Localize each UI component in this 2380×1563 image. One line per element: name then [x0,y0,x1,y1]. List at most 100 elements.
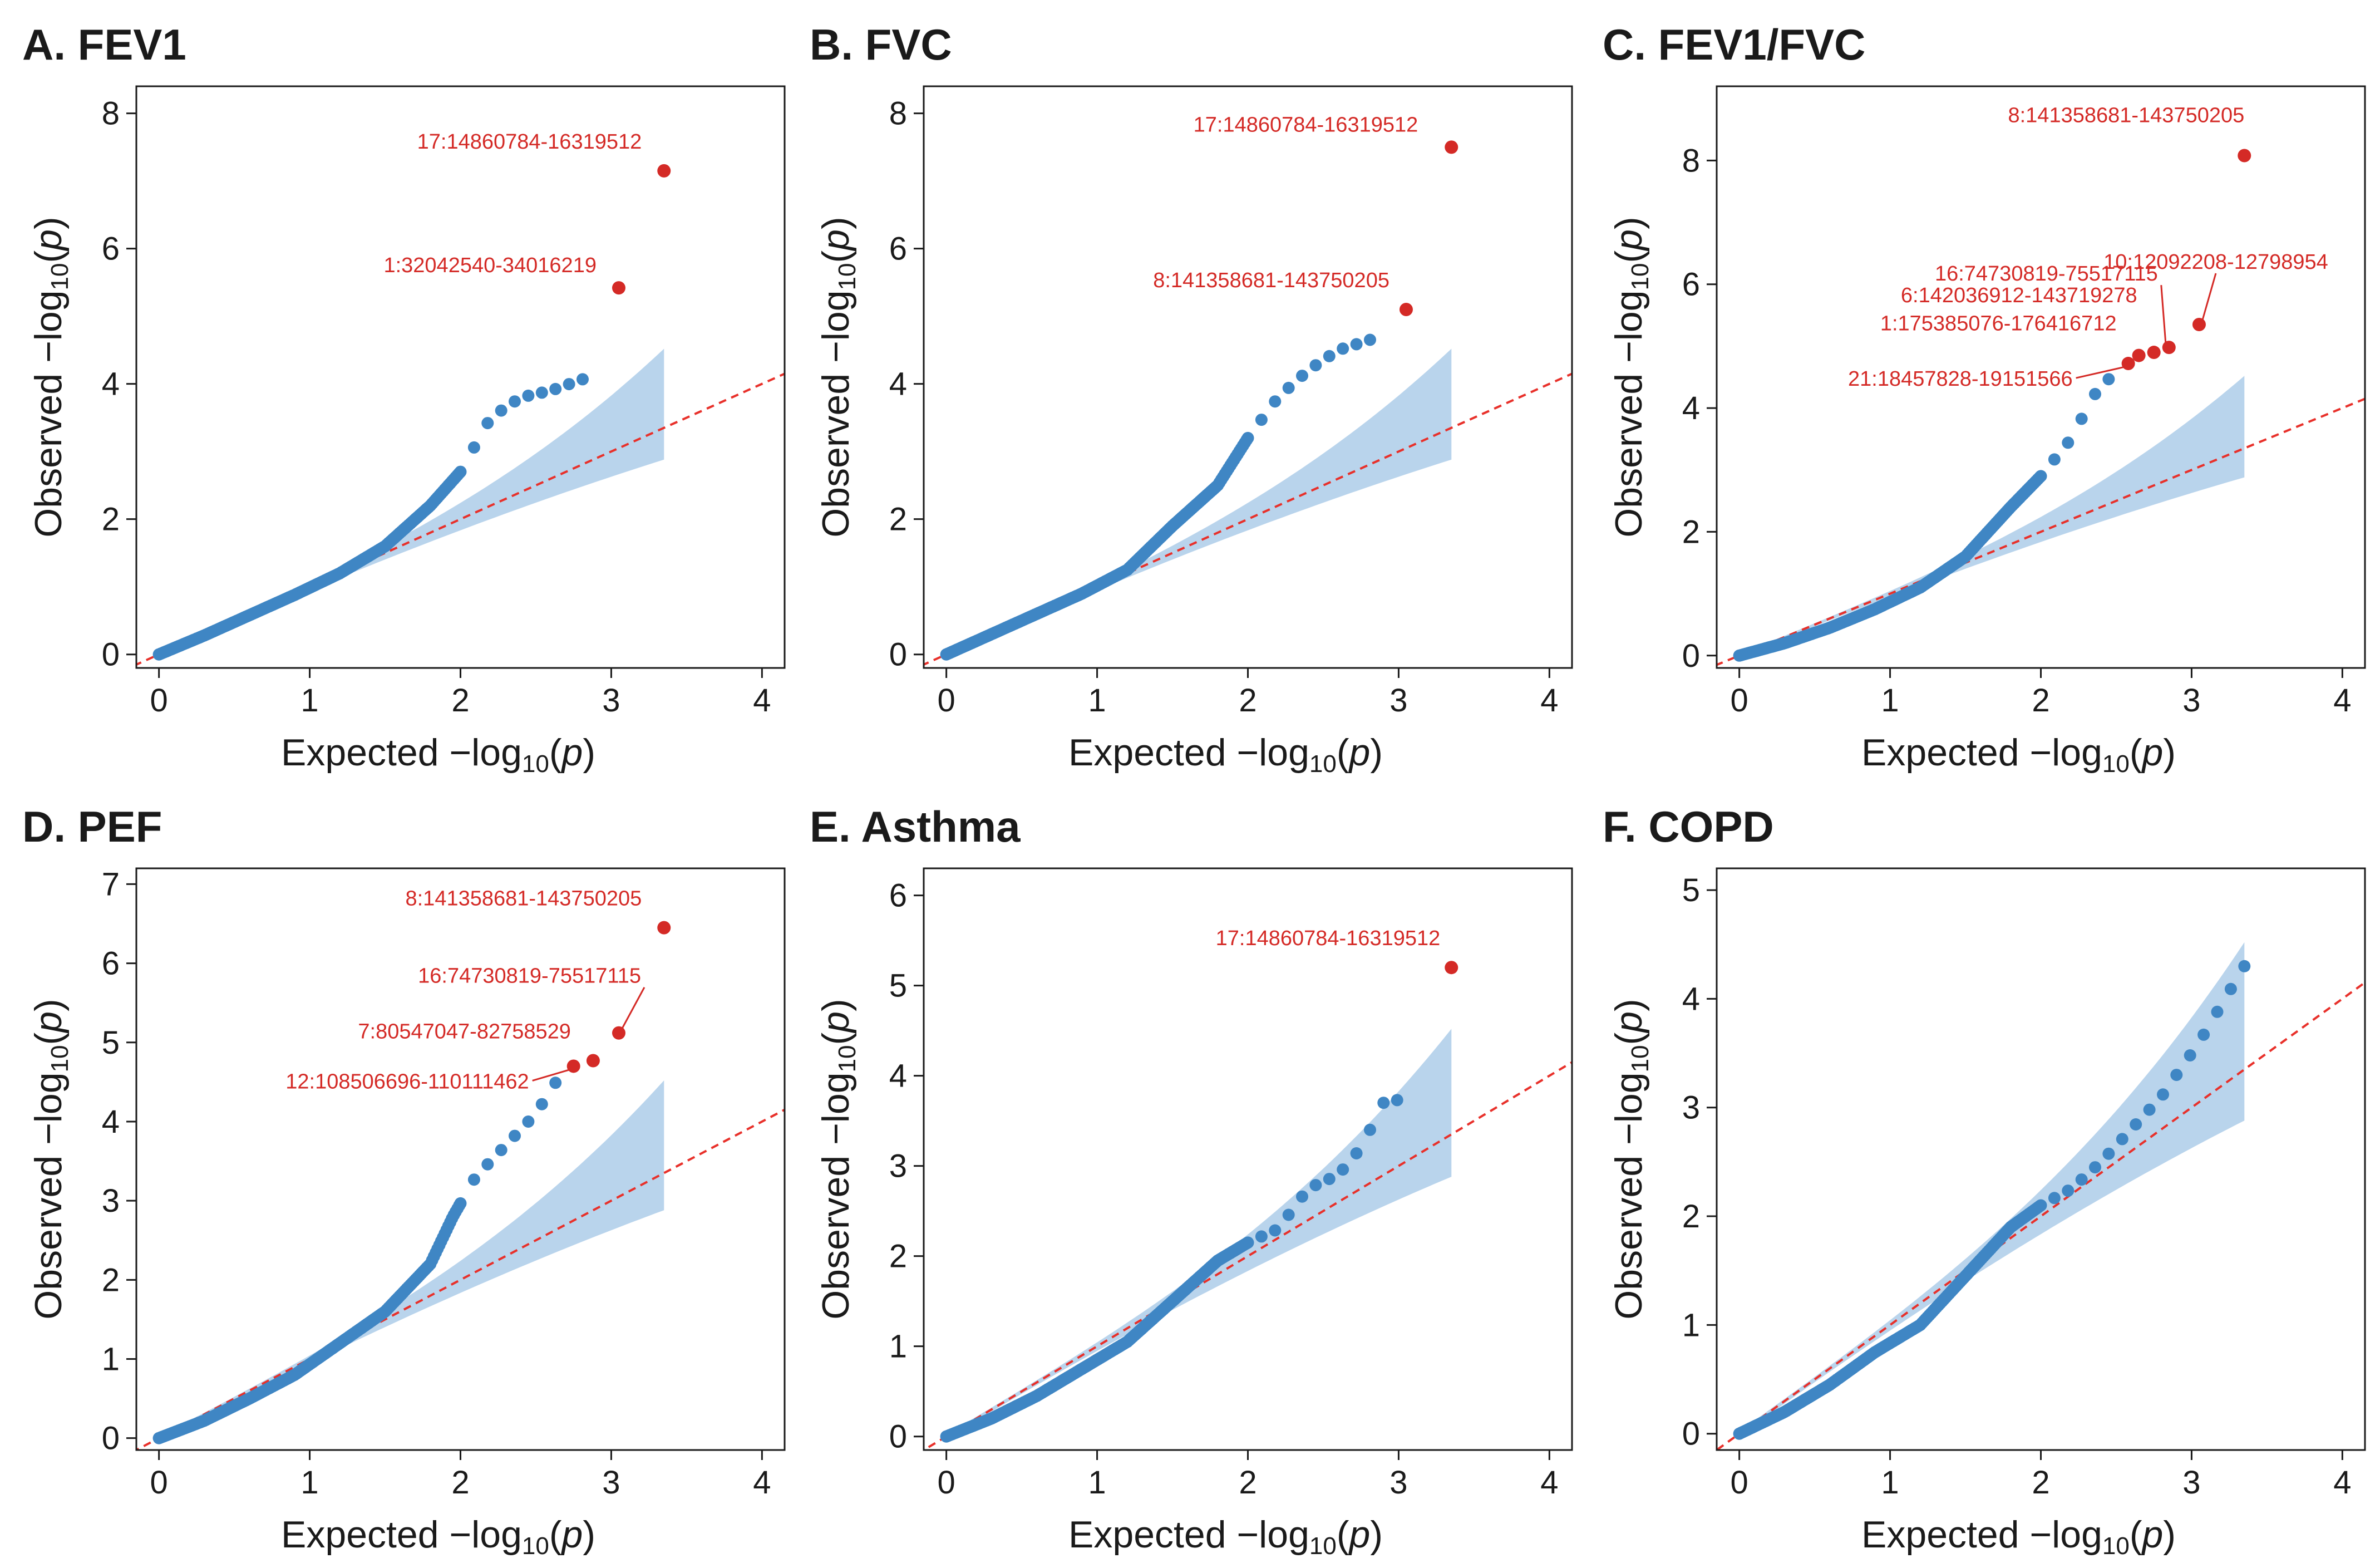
y-tick-label: 0 [889,637,907,673]
hit-label: 8:141358681-143750205 [2008,104,2244,127]
qq-point [1296,1190,1308,1203]
hit-label: 8:141358681-143750205 [405,887,642,911]
hit-label: 12:108506696-110111462 [285,1070,529,1093]
y-tick-label: 5 [102,1025,120,1061]
y-tick-label: 2 [889,502,907,538]
qq-point [454,1197,467,1210]
qq-point [467,1173,480,1186]
y-tick-label: 2 [1682,514,1700,550]
qq-point [1377,1097,1390,1109]
plot-frame [135,85,786,669]
y-tick-label: 2 [889,1238,907,1275]
hit-point [1399,302,1413,316]
hit-label: 17:14860784-16319512 [417,130,642,154]
qq-point [576,373,589,386]
qq-point [2062,436,2075,449]
plot-area [136,348,785,666]
qq-point [2089,1161,2101,1174]
x-tick-label: 4 [1540,682,1558,719]
y-tick-label: 3 [889,1148,907,1184]
hit-label: 16:74730819-75517115 [418,965,641,988]
qq-point [2034,1199,2047,1212]
qq-point [1309,1179,1322,1192]
confidence-band [159,1080,664,1438]
x-tick-label: 3 [1389,682,1407,719]
x-tick-label: 2 [1239,682,1256,719]
x-tick-label: 1 [1881,682,1899,719]
y-axis-label: Observed −log10(p) [1608,217,1654,537]
x-axis-label: Expected −log10(p) [1861,731,2176,778]
qq-point [535,386,548,399]
qq-point [1323,350,1336,362]
qq-point [1255,1230,1268,1243]
panel-title: A. FEV1 [22,20,186,69]
x-tick-label: 4 [1540,1464,1558,1501]
x-tick-label: 2 [1239,1464,1256,1501]
x-tick-label: 2 [2032,1464,2049,1501]
qq-point [1350,338,1363,351]
y-tick-label: 4 [102,1104,120,1140]
plot-frame [1716,867,2366,1451]
y-tick-label: 6 [102,231,120,267]
qq-point [2130,1118,2142,1131]
hit-label: 17:14860784-16319512 [1216,927,1441,950]
x-axis-label: Expected −log10(p) [281,1513,595,1560]
y-tick-label: 4 [102,366,120,402]
qq-point [2034,470,2047,483]
reference-line [1717,397,2365,666]
panel-e: E. Asthma 17:14860784-16319512 0 1 2 3 4 0 1 2 3 4 5… [810,802,1573,1560]
y-tick-label: 6 [102,946,120,982]
hit-label: 1:175385076-176416712 [1880,312,2117,336]
hit-label: 21:18457828-19151566 [1848,367,2073,391]
x-tick-label: 3 [1389,1464,1407,1501]
x-tick-label: 0 [1731,1464,1748,1501]
qq-point [1282,1208,1295,1221]
hit-point [612,1026,625,1040]
y-axis-label: Observed −log10(p) [27,999,73,1319]
qq-point [535,1098,548,1110]
panel-title: D. PEF [22,802,162,851]
confidence-band [1739,942,2245,1434]
panel-title: C. FEV1/FVC [1603,20,1865,69]
qq-point [1337,342,1349,355]
qq-point [2048,1192,2061,1205]
hit-label: 1:32042540-34016219 [383,254,597,277]
hit-leader-line [2201,273,2217,321]
reference-line [924,1061,1572,1450]
confidence-band [946,1029,1452,1437]
qq-point [2238,960,2251,972]
y-tick-label: 6 [889,231,907,267]
y-tick-label: 0 [102,1421,120,1457]
y-tick-label: 1 [102,1341,120,1377]
y-tick-label: 0 [102,637,120,673]
hit-point [657,921,671,935]
panel-a: A. FEV1 17:14860784-16319512 1:32042540-34… [22,20,786,778]
hit-label: 17:14860784-16319512 [1194,113,1418,136]
x-axis-label: Expected −log10(p) [281,731,595,778]
qq-point [1241,431,1254,444]
qq-point [1282,381,1295,394]
y-tick-label: 0 [1682,1416,1700,1452]
qq-point [454,465,467,478]
x-tick-label: 4 [2333,1464,2351,1501]
qq-point [1350,1147,1363,1159]
qq-point [2157,1088,2169,1101]
hit-label: 8:141358681-143750205 [1153,269,1389,292]
qq-point [563,378,575,391]
x-tick-label: 1 [1088,682,1106,719]
plot-frame [923,85,1573,669]
hit-point [586,1054,600,1068]
y-tick-label: 6 [1682,267,1700,303]
qq-point [2048,453,2061,466]
y-tick-label: 1 [889,1329,907,1365]
qq-point [1364,1123,1376,1136]
x-tick-label: 3 [602,682,620,719]
qq-point [2211,1005,2224,1018]
hit-label: 6:142036912-143719278 [1901,284,2137,307]
x-tick-label: 4 [753,682,771,719]
x-tick-label: 2 [451,682,469,719]
y-tick-label: 5 [1682,872,1700,908]
x-tick-label: 3 [2182,1464,2200,1501]
hit-point [566,1059,580,1073]
qq-point [2197,1028,2210,1041]
